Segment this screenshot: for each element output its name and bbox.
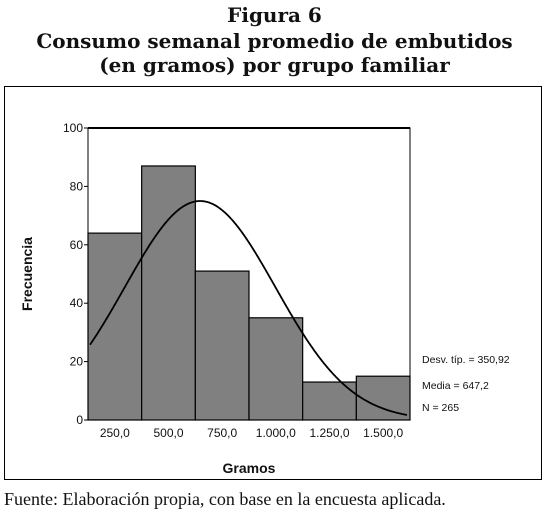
histogram-bar bbox=[141, 165, 196, 421]
y-axis-label: Frecuencia bbox=[19, 237, 35, 311]
figure-title-line2: (en gramos) por grupo familiar bbox=[99, 53, 450, 77]
histogram-bar bbox=[87, 232, 143, 421]
histogram-bar bbox=[248, 317, 304, 421]
figure-label: Figura 6 bbox=[227, 3, 322, 27]
histogram-chart: 0 20 40 60 80 100 250,0 500,0 750,0 1.000,0 1.250,… bbox=[19, 121, 510, 476]
x-tick-label: 1.500,0 bbox=[363, 426, 403, 440]
y-tick-label: 100 bbox=[63, 121, 83, 135]
stats-mean-label: Media = 647,2 bbox=[422, 380, 489, 392]
stats-std-label: Desv. típ. = 350,92 bbox=[422, 354, 510, 366]
chart-frame: 0 20 40 60 80 100 250,0 500,0 750,0 1.000,0 1.250,… bbox=[4, 86, 542, 480]
source-note: Fuente: Elaboración propia, con base en … bbox=[4, 489, 446, 509]
x-axis-label: Gramos bbox=[223, 460, 276, 476]
x-tick-label: 750,0 bbox=[207, 426, 237, 440]
x-tick-label: 1.250,0 bbox=[309, 426, 349, 440]
y-tick-label: 60 bbox=[70, 238, 84, 252]
y-tick-label: 40 bbox=[70, 296, 84, 310]
histogram-bar bbox=[355, 375, 411, 421]
y-tick-label: 20 bbox=[70, 355, 84, 369]
histogram-bar bbox=[194, 270, 250, 421]
x-tick-label: 250,0 bbox=[100, 426, 130, 440]
x-tick-label: 1.000,0 bbox=[256, 426, 296, 440]
y-tick-label: 0 bbox=[76, 413, 83, 427]
normal-curve bbox=[89, 200, 408, 416]
y-tick-label: 80 bbox=[70, 179, 84, 193]
figure-title-line1: Consumo semanal promedio de embutidos bbox=[36, 29, 513, 53]
x-tick-label: 500,0 bbox=[153, 426, 183, 440]
stats-n-label: N = 265 bbox=[422, 402, 459, 414]
